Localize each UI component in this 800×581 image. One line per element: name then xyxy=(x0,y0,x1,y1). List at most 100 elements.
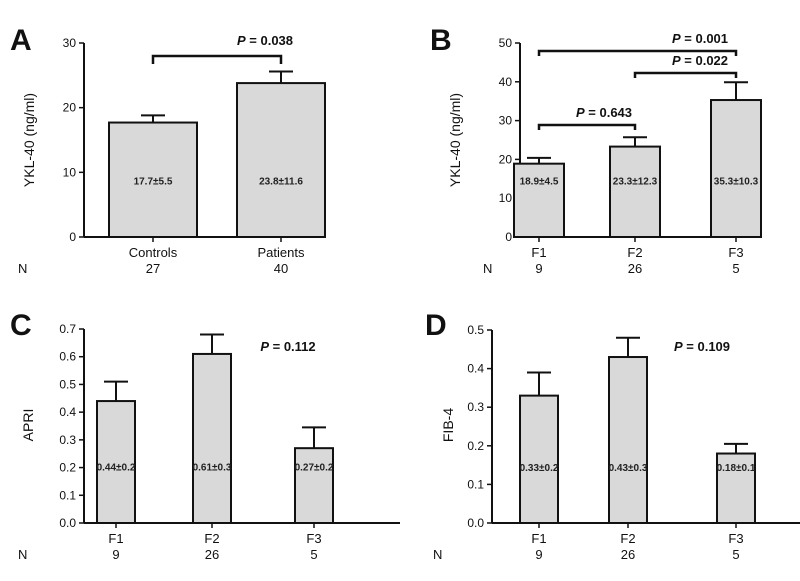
n-count: 26 xyxy=(205,547,219,562)
bar-value-label: 17.7±5.5 xyxy=(134,177,173,188)
x-tick-label: F1 xyxy=(108,531,123,546)
y-axis-title: FIB-4 xyxy=(440,408,456,442)
panel-letter: B xyxy=(430,24,452,57)
n-count: 5 xyxy=(732,547,739,562)
panel-letter: C xyxy=(10,309,32,342)
significance-bracket xyxy=(633,71,738,78)
y-tick-label: 0.5 xyxy=(467,323,484,337)
y-tick-label: 20 xyxy=(499,152,513,166)
bar-value-label: 23.8±11.6 xyxy=(259,177,303,188)
y-tick-label: 0.5 xyxy=(59,377,76,391)
x-tick-label: F2 xyxy=(620,531,635,546)
p-value: = 0.001 xyxy=(681,31,728,46)
n-row-label: N xyxy=(483,261,492,276)
bar xyxy=(236,82,326,238)
p-symbol: P xyxy=(674,339,683,354)
y-tick-label: 0.7 xyxy=(59,322,76,336)
y-tick-label: 0.0 xyxy=(467,516,484,530)
p-value-label: P = 0.112 xyxy=(260,339,315,354)
n-count: 9 xyxy=(535,547,542,562)
p-value-label: P = 0.109 xyxy=(674,339,730,354)
x-tick-label: F2 xyxy=(204,531,219,546)
bar-value-label: 0.44±0.2 xyxy=(97,463,136,474)
panel-A: A YKL-40 (ng/ml) 0 10 20 30 17.7±5.5 Controls27… xyxy=(10,24,326,276)
y-axis-title: YKL-40 (ng/ml) xyxy=(447,93,463,187)
bar xyxy=(519,394,559,524)
panel-D: D FIB-4 0.0 0.1 0.2 0.3 0.4 0.5 0.33±0.2 F19 0.43±… xyxy=(425,309,800,562)
p-symbol: P xyxy=(672,53,681,68)
y-axis-title: YKL-40 (ng/ml) xyxy=(21,93,37,187)
x-tick-label: F2 xyxy=(627,245,642,260)
bar-value-label: 0.27±0.2 xyxy=(295,463,334,474)
n-count: 5 xyxy=(732,261,739,276)
y-tick-label: 30 xyxy=(63,36,77,50)
x-tick-label: Controls xyxy=(129,245,178,260)
y-tick-label: 0.3 xyxy=(59,433,76,447)
bar xyxy=(710,99,762,239)
p-value-label: P = 0.643 xyxy=(576,105,632,120)
bar-value-label: 0.43±0.3 xyxy=(609,463,648,474)
y-tick-label: 0 xyxy=(69,230,76,244)
y-tick-label: 10 xyxy=(63,165,77,179)
n-count: 9 xyxy=(535,261,542,276)
p-value: = 0.109 xyxy=(683,339,730,354)
n-count: 27 xyxy=(146,261,160,276)
n-count: 26 xyxy=(621,547,635,562)
p-symbol: P xyxy=(260,339,269,354)
panel-C: C APRI 0.0 0.1 0.2 0.3 0.4 0.5 0.6 0.7 0.44±0.2 F19… xyxy=(10,309,400,562)
p-value: = 0.022 xyxy=(681,53,728,68)
significance-bracket xyxy=(537,123,637,130)
bar-value-label: 35.3±10.3 xyxy=(714,177,759,188)
y-tick-label: 0.1 xyxy=(59,488,76,502)
n-row-label: N xyxy=(433,547,442,562)
bar-value-label: 0.33±0.2 xyxy=(520,463,559,474)
bar xyxy=(608,356,648,524)
n-count: 40 xyxy=(274,261,288,276)
bar-value-label: 0.18±0.1 xyxy=(717,463,756,474)
y-tick-label: 0 xyxy=(505,230,512,244)
y-tick-label: 0.2 xyxy=(59,461,76,475)
n-count: 9 xyxy=(112,547,119,562)
y-tick-label: 0.2 xyxy=(467,439,484,453)
n-row-label: N xyxy=(18,547,27,562)
y-axis-title: APRI xyxy=(20,409,36,442)
bar xyxy=(513,162,565,238)
p-value-label: P = 0.001 xyxy=(672,31,728,46)
y-tick-label: 50 xyxy=(499,36,513,50)
y-tick-label: 0.0 xyxy=(59,516,76,530)
bar xyxy=(609,145,661,238)
bar-value-label: 23.3±12.3 xyxy=(613,177,658,188)
p-symbol: P xyxy=(672,31,681,46)
bar xyxy=(294,447,334,524)
panel-B: B YKL-40 (ng/ml) 0 10 20 30 40 50 18.9±4.5 F19 23.… xyxy=(430,24,762,276)
significance-bracket xyxy=(151,54,283,64)
significance-bracket xyxy=(537,49,738,56)
x-tick-label: F3 xyxy=(728,531,743,546)
p-value-label: P = 0.022 xyxy=(672,53,728,68)
x-tick-label: Patients xyxy=(258,245,305,260)
bar xyxy=(108,121,198,238)
p-value: = 0.112 xyxy=(269,339,316,354)
y-tick-label: 40 xyxy=(499,75,513,89)
x-tick-label: F1 xyxy=(531,245,546,260)
x-tick-label: F3 xyxy=(728,245,743,260)
bar-value-label: 0.61±0.3 xyxy=(193,463,232,474)
n-count: 26 xyxy=(628,261,642,276)
p-value: = 0.038 xyxy=(246,33,293,48)
p-value: = 0.643 xyxy=(585,105,632,120)
p-value-label: P = 0.038 xyxy=(237,33,293,48)
p-symbol: P xyxy=(237,33,246,48)
y-tick-label: 30 xyxy=(499,114,513,128)
panel-letter: D xyxy=(425,309,447,342)
y-tick-label: 20 xyxy=(63,101,77,115)
n-row-label: N xyxy=(18,261,27,276)
n-count: 5 xyxy=(310,547,317,562)
p-symbol: P xyxy=(576,105,585,120)
y-tick-label: 0.3 xyxy=(467,400,484,414)
y-tick-label: 0.4 xyxy=(59,405,76,419)
x-tick-label: F1 xyxy=(531,531,546,546)
bar xyxy=(192,352,232,525)
x-tick-label: F3 xyxy=(306,531,321,546)
panel-letter: A xyxy=(10,24,32,57)
